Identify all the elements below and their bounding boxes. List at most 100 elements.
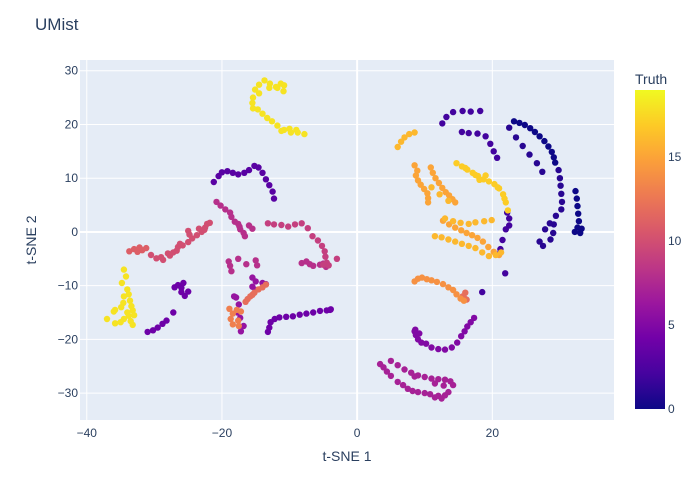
data-point [428, 277, 435, 284]
data-point [422, 340, 430, 347]
data-point [550, 154, 557, 161]
data-point [445, 197, 452, 204]
data-point [521, 121, 528, 129]
colorbar: Truth 0 5 10 15 [635, 71, 682, 416]
data-point [304, 225, 311, 232]
data-point [322, 253, 329, 260]
data-point [164, 250, 172, 257]
x-tick-label: −40 [77, 426, 98, 440]
data-point [301, 130, 308, 138]
data-point [497, 249, 505, 256]
data-point [181, 292, 188, 300]
plot-area [80, 60, 614, 420]
data-point [445, 388, 452, 396]
data-point [439, 184, 446, 192]
data-point [411, 162, 418, 169]
data-point [481, 218, 488, 225]
data-point [401, 366, 408, 373]
data-point [252, 278, 259, 285]
data-point [493, 154, 501, 161]
data-point [314, 237, 322, 244]
data-point [303, 310, 310, 317]
data-point [421, 389, 428, 397]
data-point [557, 182, 564, 189]
data-point [270, 195, 278, 202]
data-point [485, 252, 493, 260]
data-point [428, 184, 435, 191]
data-point [440, 382, 447, 389]
colorbar-ticks: 0 5 10 15 [668, 150, 682, 416]
chart-title: UMist [35, 15, 79, 34]
data-point [310, 262, 317, 269]
data-point [103, 315, 111, 323]
data-point [170, 249, 177, 256]
data-point [111, 320, 119, 327]
x-tick-label: −20 [212, 426, 233, 440]
data-point [454, 339, 461, 346]
data-point [298, 220, 305, 227]
data-point [539, 168, 546, 175]
data-point [124, 309, 131, 316]
data-point [424, 199, 432, 206]
data-point [482, 172, 489, 179]
data-point [243, 261, 250, 268]
data-point [255, 81, 263, 88]
data-point [547, 236, 554, 243]
data-point [280, 88, 287, 95]
data-point [226, 305, 233, 312]
data-point [387, 357, 395, 365]
data-point [227, 315, 234, 323]
data-point [120, 266, 128, 273]
data-point [222, 206, 229, 213]
data-point [249, 94, 257, 101]
data-point [474, 234, 481, 242]
y-tick-label: 30 [65, 64, 79, 78]
data-point [465, 129, 472, 137]
data-point [217, 202, 224, 209]
x-tick-label: 20 [486, 426, 500, 440]
data-point [449, 381, 457, 389]
data-point [472, 219, 479, 226]
data-point [253, 262, 261, 269]
data-point [499, 236, 506, 244]
data-point [201, 226, 208, 233]
data-point [383, 368, 391, 375]
colorbar-tick-label: 0 [668, 402, 675, 416]
data-point [428, 375, 435, 382]
data-point [318, 242, 326, 250]
data-point [533, 160, 541, 167]
data-point [143, 244, 150, 252]
data-point [259, 169, 266, 176]
data-point [453, 291, 460, 298]
data-point [126, 248, 133, 255]
data-point [414, 167, 421, 174]
data-point [546, 220, 553, 227]
data-point [441, 346, 449, 353]
data-point [144, 328, 151, 336]
data-point [548, 148, 555, 156]
data-point [482, 133, 489, 140]
data-point [210, 178, 217, 186]
data-point [490, 148, 497, 155]
data-point [134, 248, 141, 255]
data-point [416, 330, 423, 337]
data-point [414, 388, 422, 396]
data-point [285, 223, 292, 230]
data-point [429, 169, 436, 176]
data-point [461, 328, 468, 335]
data-point [394, 362, 401, 369]
data-point [404, 385, 411, 392]
data-point [235, 317, 242, 324]
data-point [213, 198, 220, 206]
data-point [428, 344, 435, 351]
data-point [236, 223, 243, 230]
data-point [453, 160, 460, 167]
data-point [397, 138, 405, 145]
data-point [541, 137, 548, 145]
data-point [474, 130, 481, 137]
data-point [550, 229, 557, 237]
data-point [476, 176, 483, 183]
data-point [262, 176, 270, 183]
data-point [426, 391, 434, 398]
